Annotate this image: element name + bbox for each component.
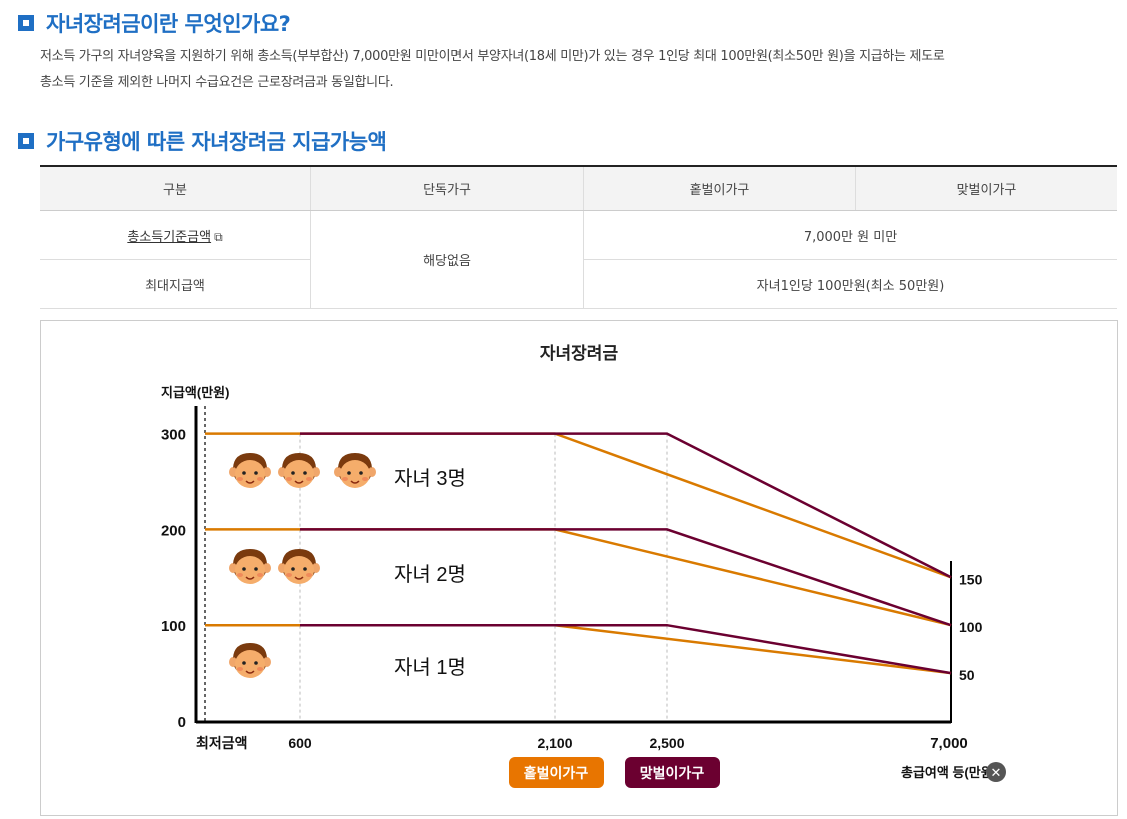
series-line [300, 623, 952, 675]
legend-single-earner: 홑벌이가구 [509, 757, 604, 788]
x-tick-label: 2,100 [537, 735, 572, 751]
annotation-children-1: 자녀 1명 [394, 656, 466, 679]
chart-axes [194, 406, 952, 724]
y-tick-label: 300 [161, 427, 186, 444]
table-cell: 총소득기준금액 ⧉ [40, 210, 311, 260]
chart-gridlines [204, 406, 668, 721]
section-description: 저소득 가구의 자녀양육을 지원하기 위해 총소득(부부합산) 7,000만원 … [40, 44, 1120, 96]
legend-label: 맞벌이가구 [640, 765, 705, 781]
table-header: 맞벌이가구 [855, 166, 1117, 211]
section-heading-what-is: 자녀장려금이란 무엇인가요? [18, 8, 291, 38]
y-axis-label: 지급액(만원) [161, 385, 229, 400]
amount-table: 구분 단독가구 홑벌이가구 맞벌이가구 총소득기준금액 ⧉ 해당없음 7,000만… [40, 165, 1117, 309]
close-icon[interactable] [986, 762, 1006, 782]
series-line [300, 528, 952, 627]
table-header: 홑벌이가구 [583, 166, 856, 211]
right-value-label: 50 [959, 667, 975, 683]
x-tick-label: 7,000 [930, 735, 968, 752]
table-header: 단독가구 [310, 166, 584, 211]
chart-panel: 자녀장려금 지급액(만원) 0 100 200 300 150 100 50 최저금액 600 2… [40, 320, 1118, 816]
series-line [205, 432, 952, 579]
section-heading-amounts: 가구유형에 따른 자녀장려금 지급가능액 [18, 126, 387, 156]
x-tick-label: 최저금액 [196, 735, 248, 751]
annotation-children-3: 자녀 3명 [394, 467, 466, 490]
section-title: 가구유형에 따른 자녀장려금 지급가능액 [46, 130, 387, 154]
table-header-row: 구분 단독가구 홑벌이가구 맞벌이가구 [40, 166, 1117, 211]
series-line [300, 432, 952, 579]
child-incentive-chart: 자녀장려금 지급액(만원) 0 100 200 300 150 100 50 최저금액 600 2… [161, 344, 1006, 788]
table-cell: 해당없음 [310, 210, 584, 309]
y-tick-label: 0 [178, 714, 186, 731]
x-tick-label: 2,500 [649, 735, 684, 751]
legend-dual-earner: 맞벌이가구 [625, 757, 720, 788]
description-line: 저소득 가구의 자녀양육을 지원하기 위해 총소득(부부합산) 7,000만원 … [40, 49, 945, 64]
right-value-label: 150 [959, 571, 983, 587]
annotation-children-2: 자녀 2명 [394, 563, 466, 586]
y-tick-label: 200 [161, 522, 186, 539]
y-tick-label: 100 [161, 618, 186, 635]
table-cell: 7,000만 원 미만 [583, 210, 1117, 260]
x-axis-label: 총급여액 등(만원) [901, 765, 997, 780]
table-cell: 최대지급액 [40, 259, 311, 309]
income-criteria-link[interactable]: 총소득기준금액 [127, 229, 212, 245]
table-cell: 자녀1인당 100만원(최소 50만원) [583, 259, 1117, 309]
table-row: 최대지급액 자녀1인당 100만원(최소 50만원) [40, 259, 1117, 309]
chart-title: 자녀장려금 [540, 344, 619, 363]
x-tick-label: 600 [288, 735, 312, 751]
external-link-icon: ⧉ [214, 229, 223, 244]
description-line: 총소득 기준을 제외한 나머지 수급요건은 근로장려금과 동일합니다. [40, 75, 394, 90]
series-line [205, 528, 952, 627]
legend-label: 홑벌이가구 [524, 765, 589, 781]
chart-series [205, 432, 952, 675]
table-header: 구분 [40, 166, 311, 211]
right-value-label: 100 [959, 619, 983, 635]
child-icon [228, 452, 377, 679]
heading-bullet-icon [18, 15, 34, 31]
section-title: 자녀장려금이란 무엇인가요? [46, 12, 291, 36]
series-line [205, 623, 952, 675]
chart-tick-labels: 0 100 200 300 150 100 50 최저금액 600 2,100 2,500 7,000 [161, 427, 983, 752]
close-icon-glyph: ✕ [991, 765, 1002, 780]
heading-bullet-icon [18, 133, 34, 149]
table-row: 총소득기준금액 ⧉ 해당없음 7,000만 원 미만 [40, 210, 1117, 309]
